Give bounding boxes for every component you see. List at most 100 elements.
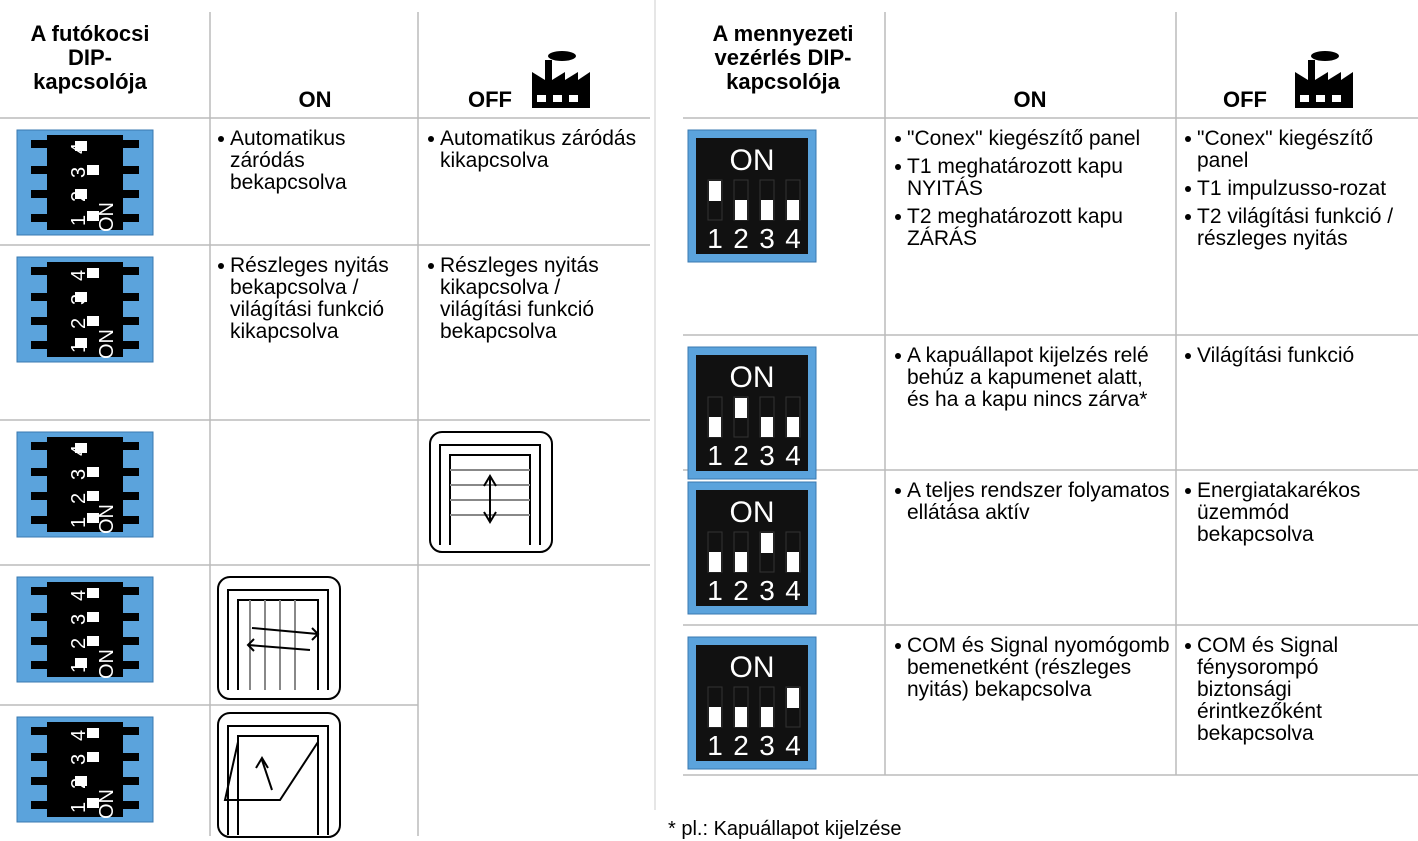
item-text: COM és Signal fénysorompó biztonsági éri… — [1197, 634, 1339, 745]
lever — [735, 707, 747, 727]
dip-text: ON 1 2 3 4 — [68, 590, 118, 679]
bullet — [895, 136, 901, 142]
dip-switch-left: ON 1 2 3 4 — [16, 716, 154, 823]
cell: A teljes rendszer folyamatos ellátása ak… — [895, 480, 1170, 530]
dip-number: 1 — [707, 440, 723, 471]
cell: Automatikus záródás bekapcsolva — [218, 128, 408, 200]
pin — [121, 637, 139, 645]
lever — [75, 776, 87, 786]
dip-number: 2 — [68, 318, 90, 329]
dip-number: 1 — [68, 802, 90, 813]
lever — [87, 612, 99, 622]
lever — [87, 316, 99, 326]
dip-switch-right: ON 1 2 3 4 — [687, 481, 817, 615]
pin — [121, 267, 139, 275]
lever — [87, 467, 99, 477]
pin — [31, 317, 49, 325]
pin — [31, 637, 49, 645]
item-text: T2 meghatározott kapu ZÁRÁS — [907, 205, 1123, 250]
lever — [87, 513, 99, 523]
header: A mennyezeti vezérlés DIP-kapcsolója — [712, 21, 854, 94]
cell: Részleges nyitás kikapcsolva / világítás… — [428, 255, 643, 349]
dip-number: 3 — [68, 294, 90, 305]
dip-body — [47, 722, 123, 817]
dip-on: ON — [96, 504, 118, 534]
bullet-item: COM és Signal nyomógomb bemenetként (rés… — [895, 635, 1170, 701]
dip-number: 2 — [68, 493, 90, 504]
dip-number: 3 — [68, 754, 90, 765]
dip-switch-right: ON 1 2 3 4 — [687, 346, 817, 480]
bullet — [1185, 643, 1191, 649]
dip-number: 4 — [785, 575, 801, 606]
lever — [787, 688, 799, 708]
dip-number: 1 — [707, 730, 723, 761]
dip-number: 3 — [759, 440, 775, 471]
bullet-item: Világítási funkció — [1185, 345, 1410, 367]
dip-on: ON — [96, 789, 118, 819]
item-text: A teljes rendszer folyamatos ellátása ak… — [907, 479, 1170, 524]
bullet — [895, 164, 901, 170]
pin — [121, 468, 139, 476]
dip-number: 3 — [759, 223, 775, 254]
footnote: * pl.: Kapuállapot kijelzése — [668, 818, 902, 840]
dip-text: ON 1 2 3 4 — [68, 730, 118, 819]
lever — [761, 200, 773, 220]
item-text: Részleges nyitás kikapcsolva / világítás… — [440, 254, 599, 343]
bullet — [428, 136, 434, 142]
lever — [87, 798, 99, 808]
dip-number: 4 — [785, 440, 801, 471]
bullet-item: COM és Signal fénysorompó biztonsági éri… — [1185, 635, 1410, 745]
cell: Energiatakarékos üzemmód bekapcsolva — [1185, 480, 1410, 552]
lever — [87, 752, 99, 762]
dip-number: 1 — [68, 215, 90, 226]
bullet-item: A kapuállapot kijelzés relé behúz a kapu… — [895, 345, 1170, 411]
item-text: Automatikus záródás kikapcsolva — [440, 127, 637, 172]
dip-switch-right: ON 1 2 3 4 — [687, 636, 817, 770]
pin — [31, 190, 49, 198]
dip-number: 1 — [707, 575, 723, 606]
dip-number: 3 — [68, 614, 90, 625]
pin — [31, 613, 49, 621]
pin — [121, 341, 139, 349]
bullet-item: "Conex" kiegészítő panel — [895, 128, 1170, 150]
item-text: "Conex" kiegészítő panel — [907, 127, 1141, 150]
lever — [75, 292, 87, 302]
pin — [121, 317, 139, 325]
bullet — [1185, 136, 1191, 142]
dip-switch-left: ON 1 2 3 4 — [16, 576, 154, 683]
dip-number: 3 — [759, 730, 775, 761]
pin — [31, 492, 49, 500]
dip-number: 2 — [733, 575, 749, 606]
factory-icon — [532, 51, 590, 108]
header: ON — [1013, 87, 1047, 112]
pin — [31, 166, 49, 174]
dip-text: ON 1 2 3 4 — [68, 270, 118, 359]
pin — [121, 166, 139, 174]
dip-text: ON 1 2 3 4 — [68, 143, 118, 232]
pin — [31, 341, 49, 349]
dip-on: ON — [730, 496, 775, 529]
pin — [121, 801, 139, 809]
lever — [75, 443, 87, 453]
dip-number: 4 — [785, 730, 801, 761]
lever — [787, 200, 799, 220]
dip-body — [696, 355, 808, 471]
cell: "Conex" kiegészítő panel T1 impulzusso-ro… — [1185, 128, 1410, 256]
dip-number: 1 — [68, 662, 90, 673]
bullet — [895, 488, 901, 494]
lever — [87, 165, 99, 175]
bullet — [1185, 488, 1191, 494]
factory-icon — [1295, 51, 1353, 108]
pin — [31, 468, 49, 476]
slot — [707, 179, 723, 221]
lever — [787, 552, 799, 572]
dip-number: 4 — [68, 730, 90, 741]
bullet — [895, 214, 901, 220]
lever — [735, 398, 747, 418]
bullet-item: T2 világítási funkció / részleges nyitás — [1185, 206, 1410, 250]
lever — [761, 533, 773, 553]
dip-on: ON — [730, 361, 775, 394]
dip-number: 2 — [733, 730, 749, 761]
lever — [87, 636, 99, 646]
